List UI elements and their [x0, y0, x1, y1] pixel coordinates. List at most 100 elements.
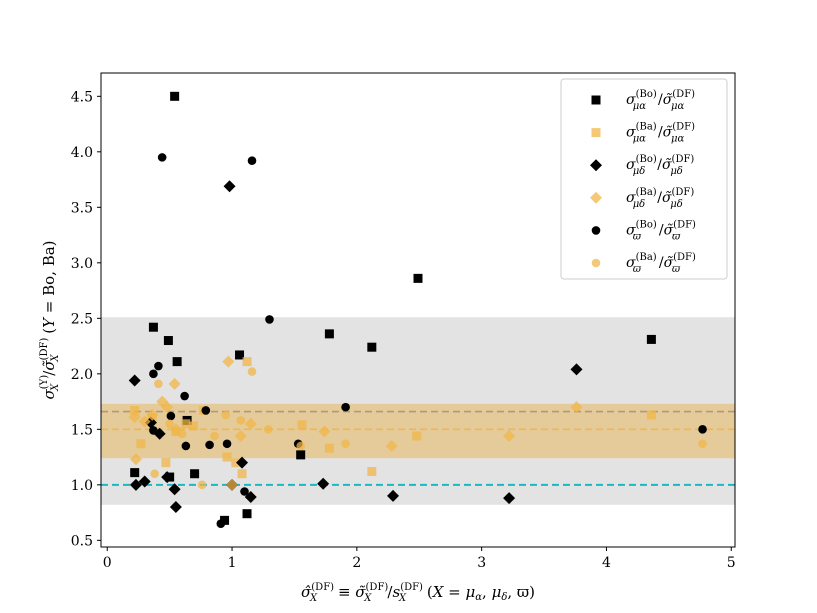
data-point-series-4 [318, 425, 331, 438]
data-point-series-4 [570, 401, 583, 414]
data-point-series-3 [317, 477, 330, 490]
data-point-series-5 [205, 440, 214, 450]
orange-band [101, 403, 735, 459]
data-point-series-5 [157, 153, 167, 162]
x-axis: 0 1 2 3 4 5 [103, 547, 736, 571]
data-point-series-2 [130, 405, 140, 415]
data-points [128, 91, 707, 528]
plot-frame [100, 72, 736, 548]
data-point-series-4 [234, 429, 247, 442]
legend-marker-4 [590, 191, 602, 204]
data-point-series-6 [210, 431, 219, 441]
legend-marker-3 [590, 159, 602, 172]
x-axis-label: σ̂(DF) X ≡ σ̃(DF) X/s(DF) X (X = μα, μδ, ϖ) [301, 582, 535, 604]
data-point-series-1 [367, 342, 377, 352]
data-point-series-3 [236, 456, 249, 469]
data-point-series-4 [128, 411, 141, 424]
data-point-series-5 [222, 439, 232, 449]
legend-label-4: σ(Ba) μδ/σ̃(DF) μδ [626, 187, 694, 210]
data-point-series-1 [163, 336, 173, 346]
data-point-series-4 [129, 453, 142, 466]
data-point-series-5 [166, 411, 176, 421]
y-tick-label: 2.5 [71, 311, 93, 327]
data-point-series-4 [222, 355, 235, 368]
data-point-series-6 [177, 429, 187, 439]
legend-marker-1 [591, 95, 601, 105]
x-tick-label: 2 [352, 555, 361, 571]
x-tick-label: 1 [228, 555, 237, 571]
data-point-series-3 [169, 501, 182, 514]
data-point-series-4 [168, 377, 181, 390]
y-tick-label: 2.0 [71, 367, 93, 383]
data-point-series-1 [646, 334, 656, 344]
legend-label-6: σ(Ba) ϖ/σ̃(DF) ϖ [626, 252, 696, 275]
data-point-series-2 [161, 458, 171, 468]
data-point-series-5 [698, 425, 707, 434]
data-point-series-2 [237, 469, 247, 479]
data-point-series-4 [503, 429, 516, 442]
data-point-series-4 [146, 408, 159, 421]
data-point-series-1 [130, 468, 140, 478]
legend-marker-5 [591, 226, 601, 235]
data-point-series-1 [324, 329, 334, 339]
data-point-series-5 [265, 315, 274, 324]
data-point-series-5 [181, 441, 191, 451]
y-tick-label: 1.0 [71, 478, 93, 494]
x-tick-label: 0 [103, 555, 112, 571]
data-point-series-6 [165, 419, 174, 429]
data-point-series-2 [181, 419, 191, 429]
legend-marker-6 [591, 258, 601, 268]
legend-label-5: σ(Bo) ϖ/σ̃(DF) ϖ [626, 219, 696, 242]
data-point-series-2 [412, 431, 422, 441]
x-tick-label: 4 [602, 555, 611, 571]
data-point-series-3 [387, 489, 400, 502]
data-point-series-6 [263, 425, 273, 434]
data-point-series-1 [190, 469, 200, 479]
data-point-series-1 [148, 322, 158, 332]
data-point-series-2 [324, 443, 334, 453]
data-point-series-3 [161, 471, 174, 484]
data-point-series-2 [188, 421, 198, 431]
data-point-series-3 [503, 492, 516, 505]
y-tick-label: 1.5 [71, 422, 93, 438]
data-point-series-3 [223, 180, 236, 193]
data-point-series-1 [296, 450, 306, 460]
data-point-series-5 [149, 426, 158, 435]
y-tick-label: 0.5 [71, 533, 93, 549]
data-point-series-5 [216, 519, 226, 528]
legend-label-1: σ(Bo) μα/σ̃(DF) μα [626, 89, 695, 112]
data-point-series-4 [161, 401, 174, 414]
data-point-series-1 [172, 357, 182, 367]
data-point-series-5 [149, 369, 158, 379]
data-point-series-5 [240, 487, 249, 496]
data-point-series-3 [138, 475, 151, 488]
data-point-series-2 [242, 357, 252, 367]
data-point-series-2 [222, 452, 232, 462]
y-axis-label: σ(Y)X/σ̃(DF)X (Y = Bo, Ba) [39, 240, 61, 399]
data-point-series-1 [242, 509, 252, 519]
data-point-series-1 [235, 350, 245, 360]
y-axis: 0.5 1.0 1.5 2.0 2.5 3.0 3.5 4.0 4.5 [71, 89, 101, 549]
data-point-series-2 [297, 420, 307, 430]
data-point-series-5 [180, 391, 189, 401]
data-point-series-1 [220, 515, 230, 525]
x-tick-label: 3 [477, 555, 486, 571]
data-point-series-5 [154, 361, 163, 371]
data-point-series-2 [136, 439, 146, 449]
data-point-series-6 [197, 480, 207, 490]
data-point-series-6 [698, 439, 707, 449]
legend-label-3: σ(Bo) μδ/σ̃(DF) μδ [626, 154, 694, 177]
y-tick-label: 4.5 [71, 89, 93, 105]
legend-box [560, 78, 728, 280]
y-tick-label: 3.0 [71, 256, 93, 272]
x-tick-label: 5 [727, 555, 736, 571]
data-point-series-6 [150, 469, 159, 479]
y-tick-label: 3.5 [71, 200, 93, 216]
data-point-series-6 [154, 379, 163, 389]
legend: σ(Bo) μα/σ̃(DF) μα σ(Ba) μα/σ̃(DF) μα σ(Bo) μδ /… [560, 78, 728, 280]
data-point-series-3 [570, 363, 583, 376]
data-point-series-3 [168, 483, 181, 496]
data-point-series-5 [201, 406, 211, 415]
data-point-series-6 [341, 439, 350, 449]
data-point-series-5 [247, 156, 257, 165]
